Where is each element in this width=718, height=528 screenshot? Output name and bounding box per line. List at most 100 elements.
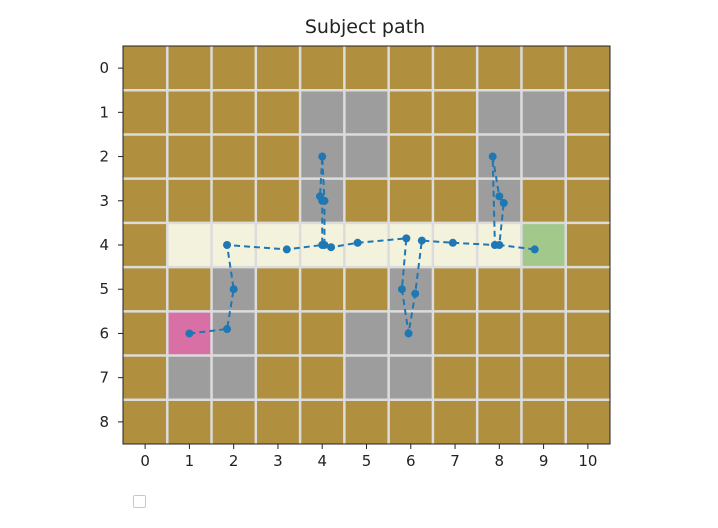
cell-wall — [255, 399, 301, 444]
cell-wall — [565, 399, 610, 444]
cell-wall — [565, 355, 610, 400]
cell-wall — [123, 399, 168, 444]
path-point — [411, 289, 420, 298]
chart-title: Subject path — [305, 16, 425, 38]
cell-wall — [344, 46, 389, 91]
cell-gray — [300, 90, 345, 135]
path-point — [499, 198, 508, 207]
cell-wall — [432, 267, 478, 312]
legend-checkbox[interactable] — [133, 495, 146, 508]
cell-gray — [521, 90, 566, 135]
cell-wall — [123, 46, 168, 91]
cell-wall — [477, 399, 522, 444]
cell-gray — [521, 134, 566, 179]
path-point — [185, 329, 194, 338]
cell-wall — [477, 355, 522, 400]
x-tick-label: 7 — [450, 452, 460, 470]
cell-wall — [521, 399, 566, 444]
path-point — [320, 196, 329, 205]
cell-wall — [477, 267, 522, 312]
x-tick-label: 6 — [406, 452, 416, 470]
cell-gray — [477, 134, 522, 179]
x-tick-label: 3 — [273, 452, 283, 470]
cell-wall — [255, 311, 301, 356]
cell-wall — [123, 90, 168, 135]
y-tick-label: 6 — [99, 324, 109, 342]
cell-wall — [565, 267, 610, 312]
path-point — [223, 241, 232, 249]
cell-wall — [521, 178, 566, 223]
subject-path — [185, 152, 539, 338]
path-point — [223, 325, 232, 334]
path-point — [417, 236, 426, 245]
grid-cells — [123, 46, 610, 444]
cell-wall — [565, 222, 610, 268]
cell-wall — [344, 399, 389, 444]
cell-wall — [123, 178, 168, 223]
cell-wall — [344, 178, 389, 223]
path-point — [282, 245, 291, 254]
cell-wall — [477, 46, 522, 91]
path-point — [488, 152, 497, 161]
x-tick-label: 1 — [185, 452, 195, 470]
cell-wall — [123, 267, 168, 312]
y-axis: 0 1 2 3 4 5 6 7 8 — [99, 59, 123, 431]
cell-gray — [344, 355, 389, 400]
cell-wall — [211, 90, 256, 135]
cell-gray — [211, 311, 256, 356]
cell-wall — [255, 267, 301, 312]
y-tick-label: 7 — [99, 369, 109, 387]
path-point — [404, 329, 413, 338]
cell-wall — [123, 355, 168, 400]
cell-wall — [565, 134, 610, 179]
y-tick-label: 1 — [99, 103, 109, 121]
x-tick-label: 9 — [539, 452, 549, 470]
cell-wall — [432, 90, 478, 135]
cell-wall — [388, 178, 433, 223]
cell-wall — [432, 355, 478, 400]
cell-goal — [521, 222, 566, 268]
cell-gray — [477, 178, 522, 223]
cell-wall — [344, 267, 389, 312]
cell-corridor — [211, 222, 256, 268]
x-tick-label: 0 — [140, 452, 150, 470]
cell-gray — [477, 90, 522, 135]
y-tick-label: 0 — [99, 59, 109, 77]
cell-wall — [300, 355, 345, 400]
path-point — [320, 241, 329, 249]
cell-gray — [344, 90, 389, 135]
cell-wall — [123, 311, 168, 356]
cell-wall — [432, 134, 478, 179]
cell-wall — [388, 46, 433, 91]
cell-wall — [255, 134, 301, 179]
cell-wall — [565, 178, 610, 223]
cell-wall — [388, 134, 433, 179]
cell-wall — [123, 134, 168, 179]
cell-wall — [432, 311, 478, 356]
grid-lines — [123, 46, 610, 444]
cell-wall — [167, 134, 212, 179]
cell-wall — [521, 355, 566, 400]
cell-gray — [388, 355, 433, 400]
x-axis: 0 1 2 3 4 5 6 7 8 9 10 — [140, 444, 597, 470]
path-point — [495, 241, 504, 249]
path-point — [448, 238, 457, 247]
y-tick-label: 3 — [99, 192, 109, 210]
y-tick-label: 8 — [99, 413, 109, 431]
cell-wall — [565, 90, 610, 135]
path-point — [530, 245, 539, 254]
cell-wall — [388, 90, 433, 135]
cell-wall — [211, 399, 256, 444]
cell-gray — [344, 134, 389, 179]
path-point — [353, 238, 362, 247]
x-tick-label: 4 — [317, 452, 327, 470]
cell-wall — [211, 46, 256, 91]
cell-wall — [211, 134, 256, 179]
cell-wall — [521, 46, 566, 91]
cell-wall — [521, 267, 566, 312]
cell-wall — [255, 46, 301, 91]
cell-corridor — [388, 222, 433, 268]
cell-wall — [521, 311, 566, 356]
